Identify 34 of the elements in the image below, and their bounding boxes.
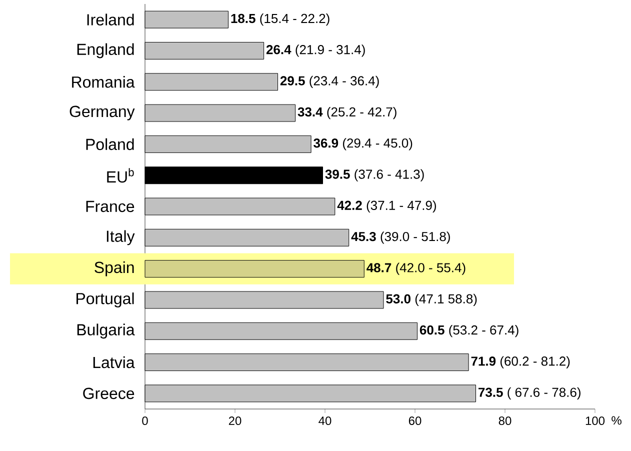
y-tick-label: Spain	[94, 261, 134, 276]
x-tick-label: 0	[142, 416, 148, 426]
x-tick-label: 20	[228, 416, 242, 426]
y-tick-label: Portugal	[76, 292, 134, 308]
y-tick-label: EU$^{b}$	[107, 168, 134, 183]
y-tick-label: Latvia	[93, 356, 135, 368]
y-tick-label: Bulgaria	[77, 324, 135, 339]
y-tick-label: Germany	[70, 106, 135, 120]
x-tick-label: 80	[498, 416, 512, 426]
y-tick-label: Italy	[106, 230, 135, 246]
data-label: 48.7 (42.0 - 55.4)	[366, 262, 466, 275]
x-tick-label: 100	[586, 416, 605, 426]
data-label: 39.5 (37.6 - 41.3)	[325, 169, 424, 182]
y-tick-label: France	[86, 200, 134, 212]
y-tick-label: Greece	[83, 388, 134, 400]
data-label: 73.5 ( 67.6 - 78.6)	[478, 387, 580, 400]
y-tick-label: England	[77, 43, 134, 58]
x-tick-label: 40	[318, 416, 332, 426]
data-label: 26.4 (21.9 - 31.4)	[266, 44, 365, 57]
data-label: 33.4 (25.2 - 42.7)	[298, 106, 396, 120]
data-label: 29.5 (23.4 - 36.4)	[280, 76, 379, 88]
data-label: 45.3 (39.0 - 51.8)	[351, 232, 450, 244]
data-label: 53.0 (47.1 58.8)	[386, 294, 477, 306]
bar	[144, 260, 364, 278]
data-label: 42.2 (37.1 - 47.9)	[337, 200, 436, 213]
data-label: 36.9 (29.4 - 45.0)	[314, 138, 412, 150]
data-label: 71.9 (60.2 - 81.2)	[471, 356, 570, 368]
data-label: 18.5 (15.4 - 22.2)	[231, 14, 330, 26]
x-axis-title: %	[612, 416, 622, 425]
y-tick-label: Romania	[72, 76, 135, 88]
y-tick-label: Poland	[86, 138, 134, 150]
data-label: 60.5 (53.2 - 67.4)	[420, 325, 518, 338]
y-tick-label: Ireland	[87, 14, 134, 26]
x-tick-label: 60	[408, 416, 422, 426]
